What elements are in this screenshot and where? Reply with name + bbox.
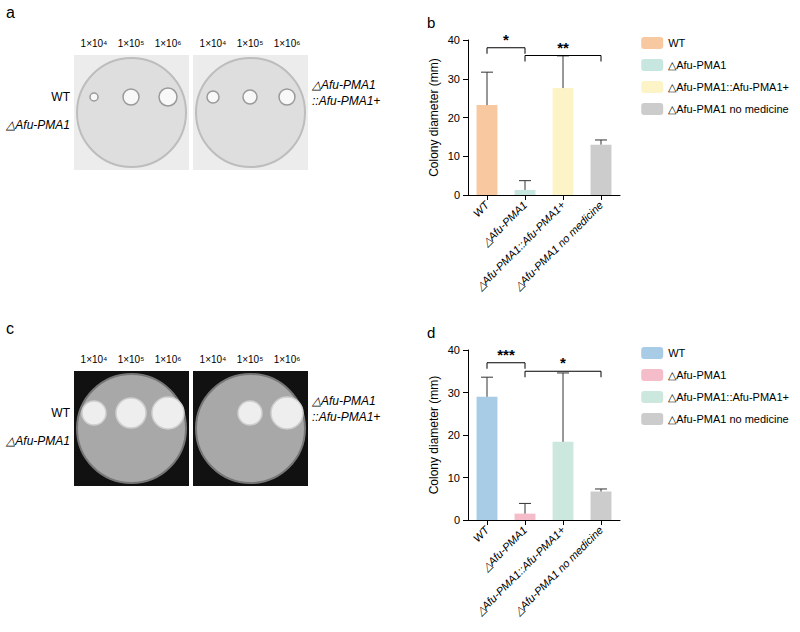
svg-text:1×10⁴: 1×10⁴: [200, 38, 227, 49]
svg-text:WT: WT: [51, 406, 70, 420]
svg-text:△Afu-PMA1: △Afu-PMA1: [5, 118, 70, 132]
svg-text:△Afu-PMA1 no medicine: △Afu-PMA1 no medicine: [511, 199, 605, 293]
svg-text:1×10⁶: 1×10⁶: [274, 38, 301, 49]
svg-text:△Afu-PMA1: △Afu-PMA1: [668, 59, 726, 71]
svg-text:d: d: [427, 324, 435, 341]
svg-text:30: 30: [448, 73, 460, 85]
svg-text:1×10⁶: 1×10⁶: [155, 354, 182, 365]
svg-text:WT: WT: [668, 37, 685, 49]
svg-text:b: b: [427, 14, 435, 31]
svg-text:△Afu-PMA1: △Afu-PMA1: [668, 369, 726, 381]
svg-text:△Afu-PMA1: △Afu-PMA1: [311, 78, 376, 92]
svg-text:1×10⁵: 1×10⁵: [237, 354, 264, 365]
svg-text:WT: WT: [668, 347, 685, 359]
svg-text:**: **: [557, 39, 569, 56]
svg-text:△Afu-PMA1::Afu-PMA1+: △Afu-PMA1::Afu-PMA1+: [668, 391, 789, 403]
svg-text:WT: WT: [51, 90, 70, 104]
svg-text:△Afu-PMA1: △Afu-PMA1: [479, 523, 530, 574]
svg-text:△Afu-PMA1 no medicine: △Afu-PMA1 no medicine: [668, 413, 789, 425]
svg-text:1×10⁴: 1×10⁴: [81, 354, 108, 365]
svg-text:0: 0: [454, 189, 460, 201]
svg-text:::Afu-PMA1+: ::Afu-PMA1+: [312, 410, 380, 424]
svg-text:△Afu-PMA1::Afu-PMA1+: △Afu-PMA1::Afu-PMA1+: [473, 198, 568, 293]
svg-text:△Afu-PMA1: △Afu-PMA1: [311, 394, 376, 408]
svg-text:1×10⁵: 1×10⁵: [237, 38, 264, 49]
svg-text:WT: WT: [471, 523, 492, 544]
svg-text:*: *: [560, 354, 566, 371]
svg-text:1×10⁶: 1×10⁶: [274, 354, 301, 365]
svg-text:40: 40: [448, 34, 460, 46]
svg-text:1×10⁵: 1×10⁵: [118, 354, 145, 365]
svg-text:1×10⁴: 1×10⁴: [200, 354, 227, 365]
svg-text:△Afu-PMA1: △Afu-PMA1: [479, 198, 530, 249]
svg-text:10: 10: [448, 472, 460, 484]
svg-text:40: 40: [448, 344, 460, 356]
svg-text:::Afu-PMA1+: ::Afu-PMA1+: [312, 94, 380, 108]
svg-text:△Afu-PMA1::Afu-PMA1+: △Afu-PMA1::Afu-PMA1+: [668, 81, 789, 93]
svg-text:1×10⁶: 1×10⁶: [155, 38, 182, 49]
svg-text:***: ***: [497, 346, 515, 363]
svg-text:c: c: [6, 320, 14, 337]
svg-text:*: *: [503, 31, 509, 48]
svg-text:a: a: [6, 4, 15, 21]
svg-text:1×10⁴: 1×10⁴: [81, 38, 108, 49]
svg-text:20: 20: [448, 112, 460, 124]
svg-text:△Afu-PMA1 no medicine: △Afu-PMA1 no medicine: [511, 524, 605, 618]
svg-text:1×10⁵: 1×10⁵: [118, 38, 145, 49]
svg-text:30: 30: [448, 387, 460, 399]
svg-text:WT: WT: [471, 198, 492, 219]
svg-text:△Afu-PMA1::Afu-PMA1+: △Afu-PMA1::Afu-PMA1+: [473, 523, 568, 618]
svg-text:10: 10: [448, 150, 460, 162]
svg-text:△Afu-PMA1: △Afu-PMA1: [5, 434, 70, 448]
svg-text:Colony diameter (mm): Colony diameter (mm): [427, 58, 441, 177]
svg-text:Colony diameter (mm): Colony diameter (mm): [427, 376, 441, 495]
svg-text:20: 20: [448, 429, 460, 441]
svg-text:△Afu-PMA1 no medicine: △Afu-PMA1 no medicine: [668, 103, 789, 115]
svg-text:0: 0: [454, 514, 460, 526]
